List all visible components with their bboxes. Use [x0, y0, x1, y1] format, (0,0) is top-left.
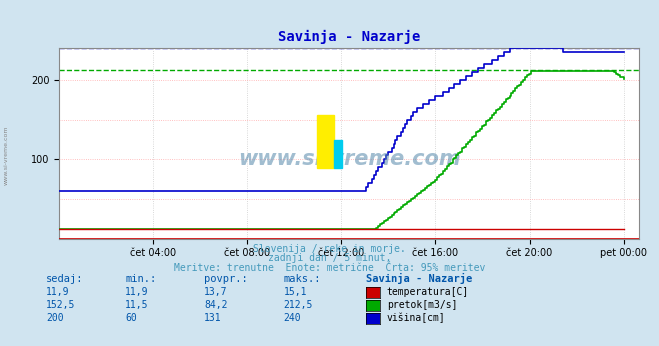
Text: višina[cm]: višina[cm] [387, 313, 445, 323]
Bar [318, 115, 333, 168]
Text: min.:: min.: [125, 274, 156, 284]
Text: www.si-vreme.com: www.si-vreme.com [3, 126, 9, 185]
Text: 131: 131 [204, 313, 222, 323]
Bar [318, 115, 342, 168]
Text: www.si-vreme.com: www.si-vreme.com [238, 149, 461, 169]
Text: 13,7: 13,7 [204, 287, 228, 297]
Text: temperatura[C]: temperatura[C] [387, 287, 469, 297]
Text: Meritve: trenutne  Enote: metrične  Črta: 95% meritev: Meritve: trenutne Enote: metrične Črta: … [174, 263, 485, 273]
Text: Savinja - Nazarje: Savinja - Nazarje [366, 273, 472, 284]
Text: povpr.:: povpr.: [204, 274, 248, 284]
Text: pretok[m3/s]: pretok[m3/s] [387, 300, 457, 310]
Bar [333, 140, 342, 168]
Text: maks.:: maks.: [283, 274, 321, 284]
Text: 11,9: 11,9 [125, 287, 149, 297]
Text: zadnji dan / 5 minut.: zadnji dan / 5 minut. [268, 253, 391, 263]
Text: 152,5: 152,5 [46, 300, 76, 310]
Text: 15,1: 15,1 [283, 287, 307, 297]
Text: sedaj:: sedaj: [46, 274, 84, 284]
Text: 240: 240 [283, 313, 301, 323]
Text: 11,5: 11,5 [125, 300, 149, 310]
Text: 11,9: 11,9 [46, 287, 70, 297]
Title: Savinja - Nazarje: Savinja - Nazarje [278, 30, 420, 45]
Text: 200: 200 [46, 313, 64, 323]
Text: Slovenija / reke in morje.: Slovenija / reke in morje. [253, 244, 406, 254]
Text: 60: 60 [125, 313, 137, 323]
Text: 84,2: 84,2 [204, 300, 228, 310]
Text: 212,5: 212,5 [283, 300, 313, 310]
